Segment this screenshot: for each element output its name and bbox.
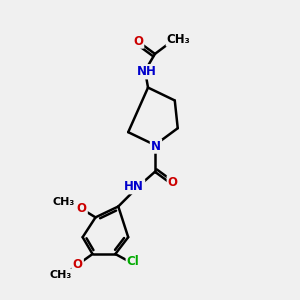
Text: CH₃: CH₃: [53, 196, 75, 206]
Text: O: O: [168, 176, 178, 189]
Text: O: O: [76, 202, 87, 215]
Text: CH₃: CH₃: [50, 270, 72, 280]
Text: O: O: [73, 258, 83, 272]
Text: Cl: Cl: [127, 256, 140, 268]
Text: O: O: [133, 34, 143, 47]
Text: N: N: [151, 140, 161, 152]
Text: HN: HN: [124, 180, 144, 193]
Text: NH: NH: [137, 65, 157, 78]
Text: CH₃: CH₃: [167, 32, 190, 46]
